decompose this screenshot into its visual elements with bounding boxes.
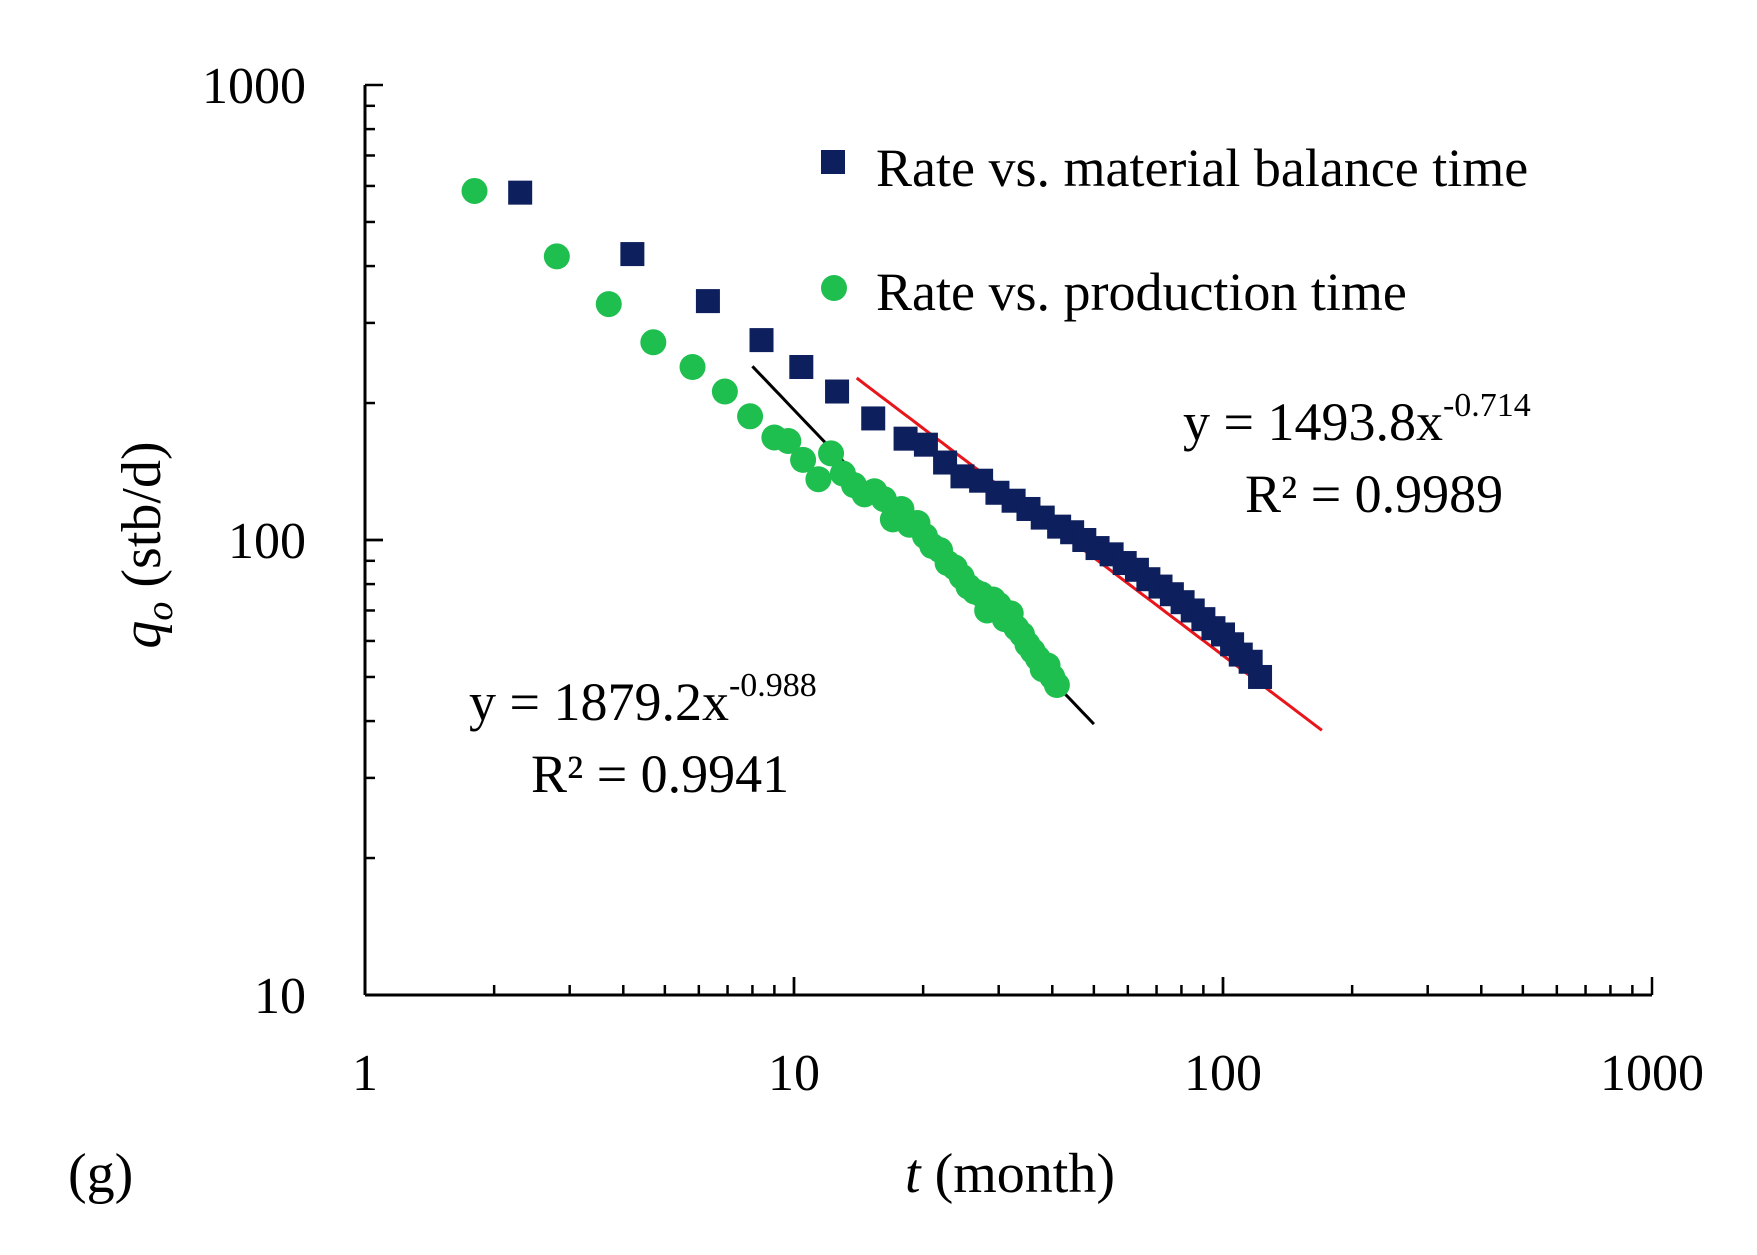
y-axis-variable: q bbox=[111, 621, 173, 649]
equation-mbt: y = 1493.8x-0.714 R² = 0.9989 bbox=[1183, 387, 1531, 524]
x-axis-variable: t bbox=[905, 1143, 922, 1205]
prod-point bbox=[543, 243, 570, 270]
x-tick-label: 10 bbox=[768, 1045, 820, 1102]
equation-prod-r2: R² = 0.9941 bbox=[531, 744, 789, 804]
equation-prod-text: y = 1879.2x-0.988 bbox=[469, 667, 817, 732]
mbt-point bbox=[789, 355, 814, 380]
equation-mbt-r2: R² = 0.9989 bbox=[1245, 464, 1503, 524]
y-tick-label: 1000 bbox=[202, 58, 306, 115]
prod-point bbox=[737, 403, 764, 430]
y-tick-label: 10 bbox=[254, 968, 306, 1025]
x-tick-labels: 1 10 100 1000 bbox=[352, 1045, 1704, 1102]
mbt-point bbox=[861, 406, 886, 431]
prod-point bbox=[679, 354, 706, 381]
mbt-point bbox=[825, 379, 850, 404]
prod-point bbox=[640, 329, 667, 356]
x-tick-label: 1 bbox=[352, 1045, 378, 1102]
legend-label-prod: Rate vs. production time bbox=[876, 262, 1407, 322]
plot-area bbox=[363, 83, 1654, 997]
markers-material-balance-time bbox=[508, 180, 1273, 689]
equation-mbt-exponent: -0.714 bbox=[1443, 387, 1531, 424]
prod-point bbox=[461, 177, 488, 204]
mbt-point bbox=[1248, 664, 1273, 689]
y-tick-label: 100 bbox=[228, 513, 306, 570]
prod-point bbox=[775, 428, 802, 455]
equation-prod: y = 1879.2x-0.988 R² = 0.9941 bbox=[469, 667, 817, 804]
mbt-point bbox=[893, 426, 918, 451]
mbt-point bbox=[508, 180, 533, 205]
equation-mbt-text: y = 1493.8x-0.714 bbox=[1183, 387, 1531, 452]
markers-production-time bbox=[461, 177, 1070, 699]
legend-marker-prod bbox=[821, 275, 847, 301]
mbt-point bbox=[695, 289, 720, 314]
y-axis-subscript: o bbox=[139, 602, 181, 621]
prod-point bbox=[595, 291, 622, 318]
equation-prod-base: y = 1879.2x bbox=[469, 672, 729, 732]
prod-point bbox=[711, 378, 738, 405]
axis-ticks bbox=[363, 83, 1654, 997]
panel-label: (g) bbox=[68, 1143, 133, 1205]
y-axis-unit: (stb/d) bbox=[111, 441, 173, 601]
x-axis-unit: (month) bbox=[921, 1143, 1115, 1205]
legend-label-mbt: Rate vs. material balance time bbox=[876, 138, 1528, 198]
prod-point bbox=[1043, 672, 1070, 699]
x-tick-label: 1000 bbox=[1600, 1045, 1704, 1102]
y-axis-title: qo (stb/d) bbox=[111, 441, 181, 648]
x-axis-title: t (month) bbox=[905, 1143, 1115, 1205]
equation-mbt-base: y = 1493.8x bbox=[1183, 392, 1443, 452]
legend: Rate vs. material balance time Rate vs. … bbox=[821, 138, 1528, 322]
legend-marker-mbt bbox=[821, 150, 845, 174]
prod-point bbox=[790, 446, 817, 473]
x-tick-label: 100 bbox=[1184, 1045, 1262, 1102]
prod-point bbox=[818, 440, 845, 467]
mbt-point bbox=[620, 242, 645, 267]
prod-point bbox=[805, 466, 832, 493]
equation-prod-exponent: -0.988 bbox=[729, 667, 817, 704]
mbt-point bbox=[749, 328, 774, 353]
y-tick-labels: 10 100 1000 bbox=[202, 58, 306, 1025]
